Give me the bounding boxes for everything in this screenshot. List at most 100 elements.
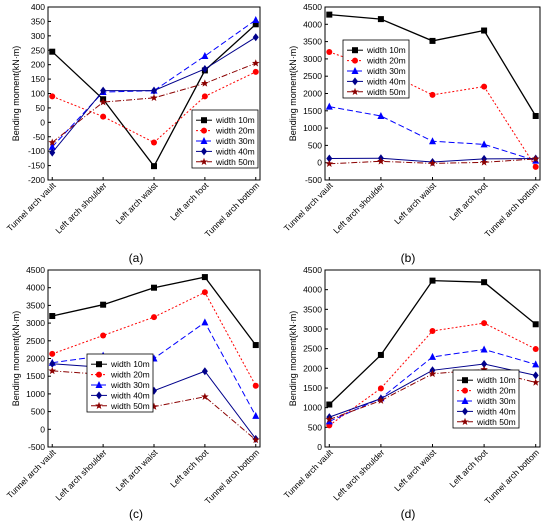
data-point xyxy=(481,279,488,286)
chart-panel-3: -500 0 500 1000 1500 2000 2500 3000 3500 4000 4500… xyxy=(5,265,261,521)
x-tick-label: Left arch shoulder xyxy=(331,180,386,235)
data-point xyxy=(480,140,488,148)
series-5 xyxy=(48,59,260,146)
data-point xyxy=(531,378,540,386)
data-point xyxy=(252,33,259,42)
y-tick-label: 3000 xyxy=(303,324,322,334)
legend-marker xyxy=(351,87,359,96)
legend-entry: width 20m xyxy=(215,126,255,136)
y-tick-label: 4000 xyxy=(303,19,322,29)
data-point xyxy=(151,284,157,291)
y-axis-label: Bending moment(kN·m) xyxy=(11,311,21,407)
legend-marker xyxy=(462,387,468,394)
series-1 xyxy=(326,11,539,119)
data-point xyxy=(151,139,157,146)
data-point xyxy=(429,352,436,360)
y-tick-label: -150 xyxy=(28,161,45,171)
legend-entry: width 10m xyxy=(215,115,255,125)
x-tick-label: Tunnel arch bottom xyxy=(482,180,541,239)
y-tick-label: 500 xyxy=(308,422,322,432)
legend-marker xyxy=(461,397,469,404)
x-tick-label: Tunnel arch bottom xyxy=(482,447,541,506)
data-point xyxy=(251,59,260,67)
y-tick-label: 4000 xyxy=(303,285,322,295)
legend-entry: width 40m xyxy=(110,390,150,400)
y-tick-label: 250 xyxy=(31,45,45,55)
x-tick-label: Tunnel arch bottom xyxy=(203,180,262,239)
y-tick-label: 1000 xyxy=(26,389,45,399)
data-point xyxy=(100,301,107,308)
data-point xyxy=(201,64,208,73)
series-line xyxy=(51,19,257,148)
series-1 xyxy=(326,277,539,408)
y-tick-label: 2000 xyxy=(303,89,322,99)
y-tick-label: -500 xyxy=(28,442,45,452)
data-point xyxy=(480,365,488,373)
data-point xyxy=(201,274,208,281)
data-point xyxy=(481,83,488,90)
x-tick-label: Left arch foot xyxy=(447,180,490,223)
x-tick-label: Left arch shoulder xyxy=(53,180,108,235)
data-point xyxy=(48,142,56,150)
series-line xyxy=(51,62,256,143)
legend-entry: width 40m xyxy=(215,146,255,156)
x-tick-label: Left arch waist xyxy=(114,447,160,493)
x-tick-label: Tunnel arch vault xyxy=(5,447,58,500)
panel-label: (c) xyxy=(129,507,143,521)
data-point xyxy=(151,314,157,321)
legend-marker xyxy=(351,67,359,74)
series-2 xyxy=(326,320,539,429)
x-tick-label: Left arch foot xyxy=(168,447,211,490)
legend-marker xyxy=(95,401,103,410)
x-tick-label: Tunnel arch vault xyxy=(282,180,335,233)
data-point xyxy=(251,435,260,444)
data-point xyxy=(481,320,488,327)
y-tick-label: 4500 xyxy=(303,265,322,275)
y-tick-label: 150 xyxy=(31,74,45,84)
data-point xyxy=(429,327,436,334)
data-point xyxy=(252,411,260,419)
data-point xyxy=(252,382,259,389)
data-point xyxy=(532,112,539,119)
data-point xyxy=(326,11,333,18)
legend-entry: width 50m xyxy=(215,157,255,167)
panel-label: (b) xyxy=(401,251,416,265)
data-point xyxy=(481,360,488,369)
series-1 xyxy=(49,274,259,349)
legend-entry: width 30m xyxy=(476,396,516,406)
legend-marker xyxy=(462,377,468,384)
legend-marker xyxy=(201,147,207,156)
y-tick-label: -200 xyxy=(28,175,45,185)
x-tick-label: Tunnel arch vault xyxy=(282,447,335,500)
data-point xyxy=(48,366,57,375)
data-point xyxy=(49,350,56,357)
data-point xyxy=(326,154,333,163)
data-point xyxy=(428,159,437,167)
legend-marker xyxy=(95,381,103,388)
y-tick-label: -100 xyxy=(28,146,45,156)
y-tick-label: 0 xyxy=(40,117,45,127)
data-point xyxy=(326,401,333,408)
legend-marker xyxy=(200,137,208,144)
y-tick-label: 1500 xyxy=(303,383,322,393)
legend-entry: width 20m xyxy=(476,386,516,396)
data-point xyxy=(326,48,333,55)
legend-marker xyxy=(96,371,102,378)
chart-panel-4: 0 500 1000 1500 2000 2500 3000 3500 4000 4500 Tunn… xyxy=(282,265,541,521)
series-line xyxy=(52,321,257,417)
y-tick-label: 100 xyxy=(31,89,45,99)
x-tick-label: Left arch shoulder xyxy=(331,447,386,502)
y-tick-label: -50 xyxy=(33,132,46,142)
legend-marker xyxy=(352,57,358,64)
data-point xyxy=(99,98,107,106)
chart-panel-2: -500 0 500 1000 1500 2000 2500 3000 3500 4000 4500… xyxy=(282,2,541,265)
y-tick-label: 3500 xyxy=(303,304,322,314)
y-tick-label: 4500 xyxy=(303,2,322,12)
y-tick-label: 350 xyxy=(31,16,45,26)
data-point xyxy=(428,369,437,378)
data-point xyxy=(151,163,157,170)
data-point xyxy=(49,359,56,368)
legend-entry: width 40m xyxy=(366,76,406,86)
data-point xyxy=(201,367,208,376)
data-point xyxy=(49,48,56,55)
